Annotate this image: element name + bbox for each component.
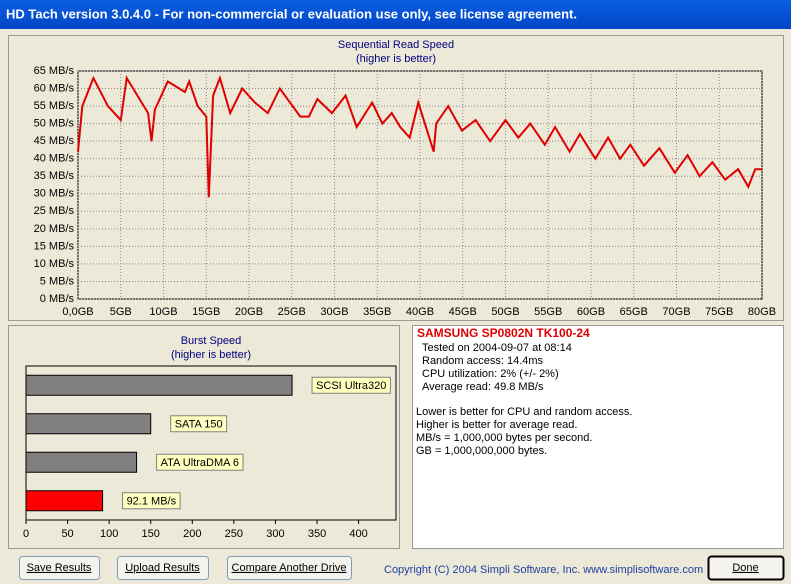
- bar: [25, 374, 293, 396]
- x-tick-label: 55GB: [534, 306, 562, 318]
- x-tick-label: 50: [61, 528, 73, 540]
- label-box: [156, 453, 244, 471]
- button-label: Save Results: [27, 562, 92, 574]
- x-tick-label: 15GB: [192, 306, 220, 318]
- info-note: GB = 1,000,000,000 bytes.: [416, 445, 547, 457]
- y-tick-label: 5 MB/s: [40, 275, 75, 287]
- button-face: [19, 556, 100, 580]
- label-box: [170, 415, 228, 433]
- bar-label-text: SATA 150: [175, 419, 223, 431]
- button-label: Upload Results: [125, 562, 200, 574]
- button-label: Compare Another Drive: [232, 562, 347, 574]
- y-tick-label: 0 MB/s: [40, 293, 75, 305]
- y-tick-label: 10 MB/s: [34, 258, 75, 270]
- x-tick-label: 300: [266, 528, 284, 540]
- y-tick-label: 50 MB/s: [34, 118, 75, 130]
- x-tick-label: 0: [23, 528, 29, 540]
- info-line: CPU utilization: 2% (+/- 2%): [422, 368, 559, 380]
- x-tick-label: 45GB: [449, 306, 477, 318]
- x-tick-label: 150: [142, 528, 160, 540]
- button-face: [117, 556, 209, 580]
- label-box: [122, 492, 181, 510]
- bar-label-text: 92.1 MB/s: [127, 496, 177, 508]
- x-tick-label: 200: [183, 528, 201, 540]
- chart-title: Burst Speed: [181, 335, 242, 347]
- x-tick-label: 50GB: [491, 306, 519, 318]
- x-tick-label: 400: [349, 528, 367, 540]
- x-tick-label: 10GB: [149, 306, 177, 318]
- info-line: Average read: 49.8 MB/s: [422, 381, 544, 393]
- y-tick-label: 55 MB/s: [34, 100, 75, 112]
- copyright: Copyright (C) 2004 Simpli Software, Inc.…: [384, 564, 703, 576]
- window-title: HD Tach version 3.0.4.0 - For non-commer…: [6, 6, 577, 21]
- y-tick-label: 15 MB/s: [34, 240, 75, 252]
- x-tick-label: 100: [100, 528, 118, 540]
- x-tick-label: 75GB: [705, 306, 733, 318]
- x-tick-label: 60GB: [577, 306, 605, 318]
- y-tick-label: 45 MB/s: [34, 135, 75, 147]
- info-note: Lower is better for CPU and random acces…: [416, 406, 632, 418]
- x-tick-label: 65GB: [620, 306, 648, 318]
- bar: [25, 413, 152, 435]
- x-tick-label: 25GB: [278, 306, 306, 318]
- x-tick-label: 30GB: [320, 306, 348, 318]
- x-tick-label: 20GB: [235, 306, 263, 318]
- burst-panel: [8, 325, 400, 549]
- bar-label: 92.1 MB/s: [122, 492, 181, 510]
- label-box: [311, 376, 391, 394]
- info-panel: [412, 325, 784, 549]
- read-panel: [8, 35, 784, 321]
- chart-subtitle: (higher is better): [356, 53, 436, 65]
- chart-title: Sequential Read Speed: [338, 39, 454, 51]
- title-bar: [0, 0, 791, 29]
- info-line: Tested on 2004-09-07 at 08:14: [422, 342, 572, 354]
- button[interactable]: Compare Another Drive: [227, 556, 352, 580]
- y-tick-label: 25 MB/s: [34, 205, 75, 217]
- y-tick-label: 30 MB/s: [34, 188, 75, 200]
- info-line: Random access: 14.4ms: [422, 355, 544, 367]
- x-tick-label: 70GB: [662, 306, 690, 318]
- bar-label: SATA 150: [170, 415, 228, 433]
- y-tick-label: 40 MB/s: [34, 153, 75, 165]
- button-label: Done: [732, 562, 758, 574]
- button[interactable]: Save Results: [19, 556, 100, 580]
- x-tick-label: 250: [225, 528, 243, 540]
- bar-label: ATA UltraDMA 6: [156, 453, 244, 471]
- bar-label-text: ATA UltraDMA 6: [161, 457, 239, 469]
- bar-label-text: SCSI Ultra320: [316, 380, 386, 392]
- y-tick-label: 60 MB/s: [34, 82, 75, 94]
- button[interactable]: Done: [707, 555, 785, 581]
- x-tick-label: 80GB: [748, 306, 776, 318]
- info-note: Higher is better for average read.: [416, 419, 577, 431]
- button[interactable]: Upload Results: [117, 556, 209, 580]
- button-face: [707, 555, 785, 581]
- read-speed-line: [77, 74, 762, 198]
- chart-subtitle: (higher is better): [171, 349, 251, 361]
- y-tick-label: 65 MB/s: [34, 65, 75, 77]
- bar: [25, 490, 104, 512]
- x-tick-label: 40GB: [406, 306, 434, 318]
- drive-name: SAMSUNG SP0802N TK100-24: [417, 326, 590, 340]
- x-tick-label: 350: [308, 528, 326, 540]
- bar-label: SCSI Ultra320: [311, 376, 391, 394]
- button-face: [227, 556, 352, 580]
- x-tick-label: 5GB: [110, 306, 132, 318]
- x-tick-label: 35GB: [363, 306, 391, 318]
- y-tick-label: 35 MB/s: [34, 170, 75, 182]
- y-tick-label: 20 MB/s: [34, 223, 75, 235]
- x-tick-label: 0,0GB: [62, 306, 93, 318]
- bar: [25, 451, 138, 473]
- info-note: MB/s = 1,000,000 bytes per second.: [416, 432, 592, 444]
